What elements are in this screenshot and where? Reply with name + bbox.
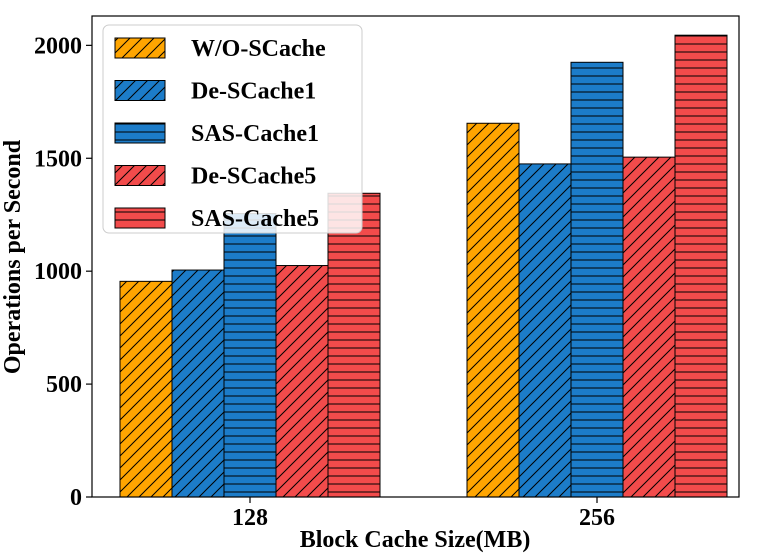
x-tick-label-0: 128: [232, 505, 268, 531]
legend-label-2: SAS-Cache1: [191, 121, 319, 147]
bar-hatch-2-1: [570, 61, 624, 498]
bars-layer: [119, 34, 728, 498]
y-tick-label-0: 0: [70, 485, 82, 511]
bar-hatch-1-0: [171, 269, 225, 498]
legend-label-1: De-SCache1: [191, 79, 316, 105]
x-tick-label-1: 256: [579, 505, 615, 531]
legend-box: [102, 24, 363, 234]
bar-hatch-1-1: [518, 163, 572, 498]
y-tick-label-1: 500: [46, 372, 82, 398]
y-tick-label-2: 1000: [34, 259, 82, 285]
plot-frame: [91, 15, 740, 498]
bar-hatch-4-0: [327, 192, 381, 498]
bar-hatch-0-1: [466, 122, 520, 498]
axes-layer: 0 500 1000 1500 2000 128 256: [34, 15, 740, 531]
legend-label-4: SAS-Cache5: [191, 206, 319, 232]
legend-label-3: De-SCache5: [191, 164, 316, 190]
bar-hatch-2-0: [223, 213, 277, 498]
bar-hatch-3-1: [622, 156, 676, 498]
legend-swatch-hatch-4: [114, 207, 166, 229]
legend-swatch-hatch-3: [114, 165, 166, 186]
legend-swatch-hatch-2: [114, 122, 166, 144]
x-axis-label: Block Cache Size(MB): [300, 527, 531, 553]
bar-hatch-0-0: [119, 280, 173, 498]
legend-swatch-hatch-1: [114, 80, 166, 101]
y-tick-label-3: 1500: [34, 146, 82, 172]
bar-hatch-4-1: [674, 34, 728, 498]
y-axis-label: Operations per Second: [0, 139, 26, 374]
legend-swatch-hatch-0: [114, 37, 166, 59]
legend-label-0: W/O-SCache: [191, 36, 326, 62]
legend: W/O-SCache De-SCache1 SAS-Cache1 De-SCache5…: [102, 24, 363, 234]
bar-hatch-3-0: [275, 265, 329, 498]
y-tick-label-4: 2000: [34, 33, 82, 59]
